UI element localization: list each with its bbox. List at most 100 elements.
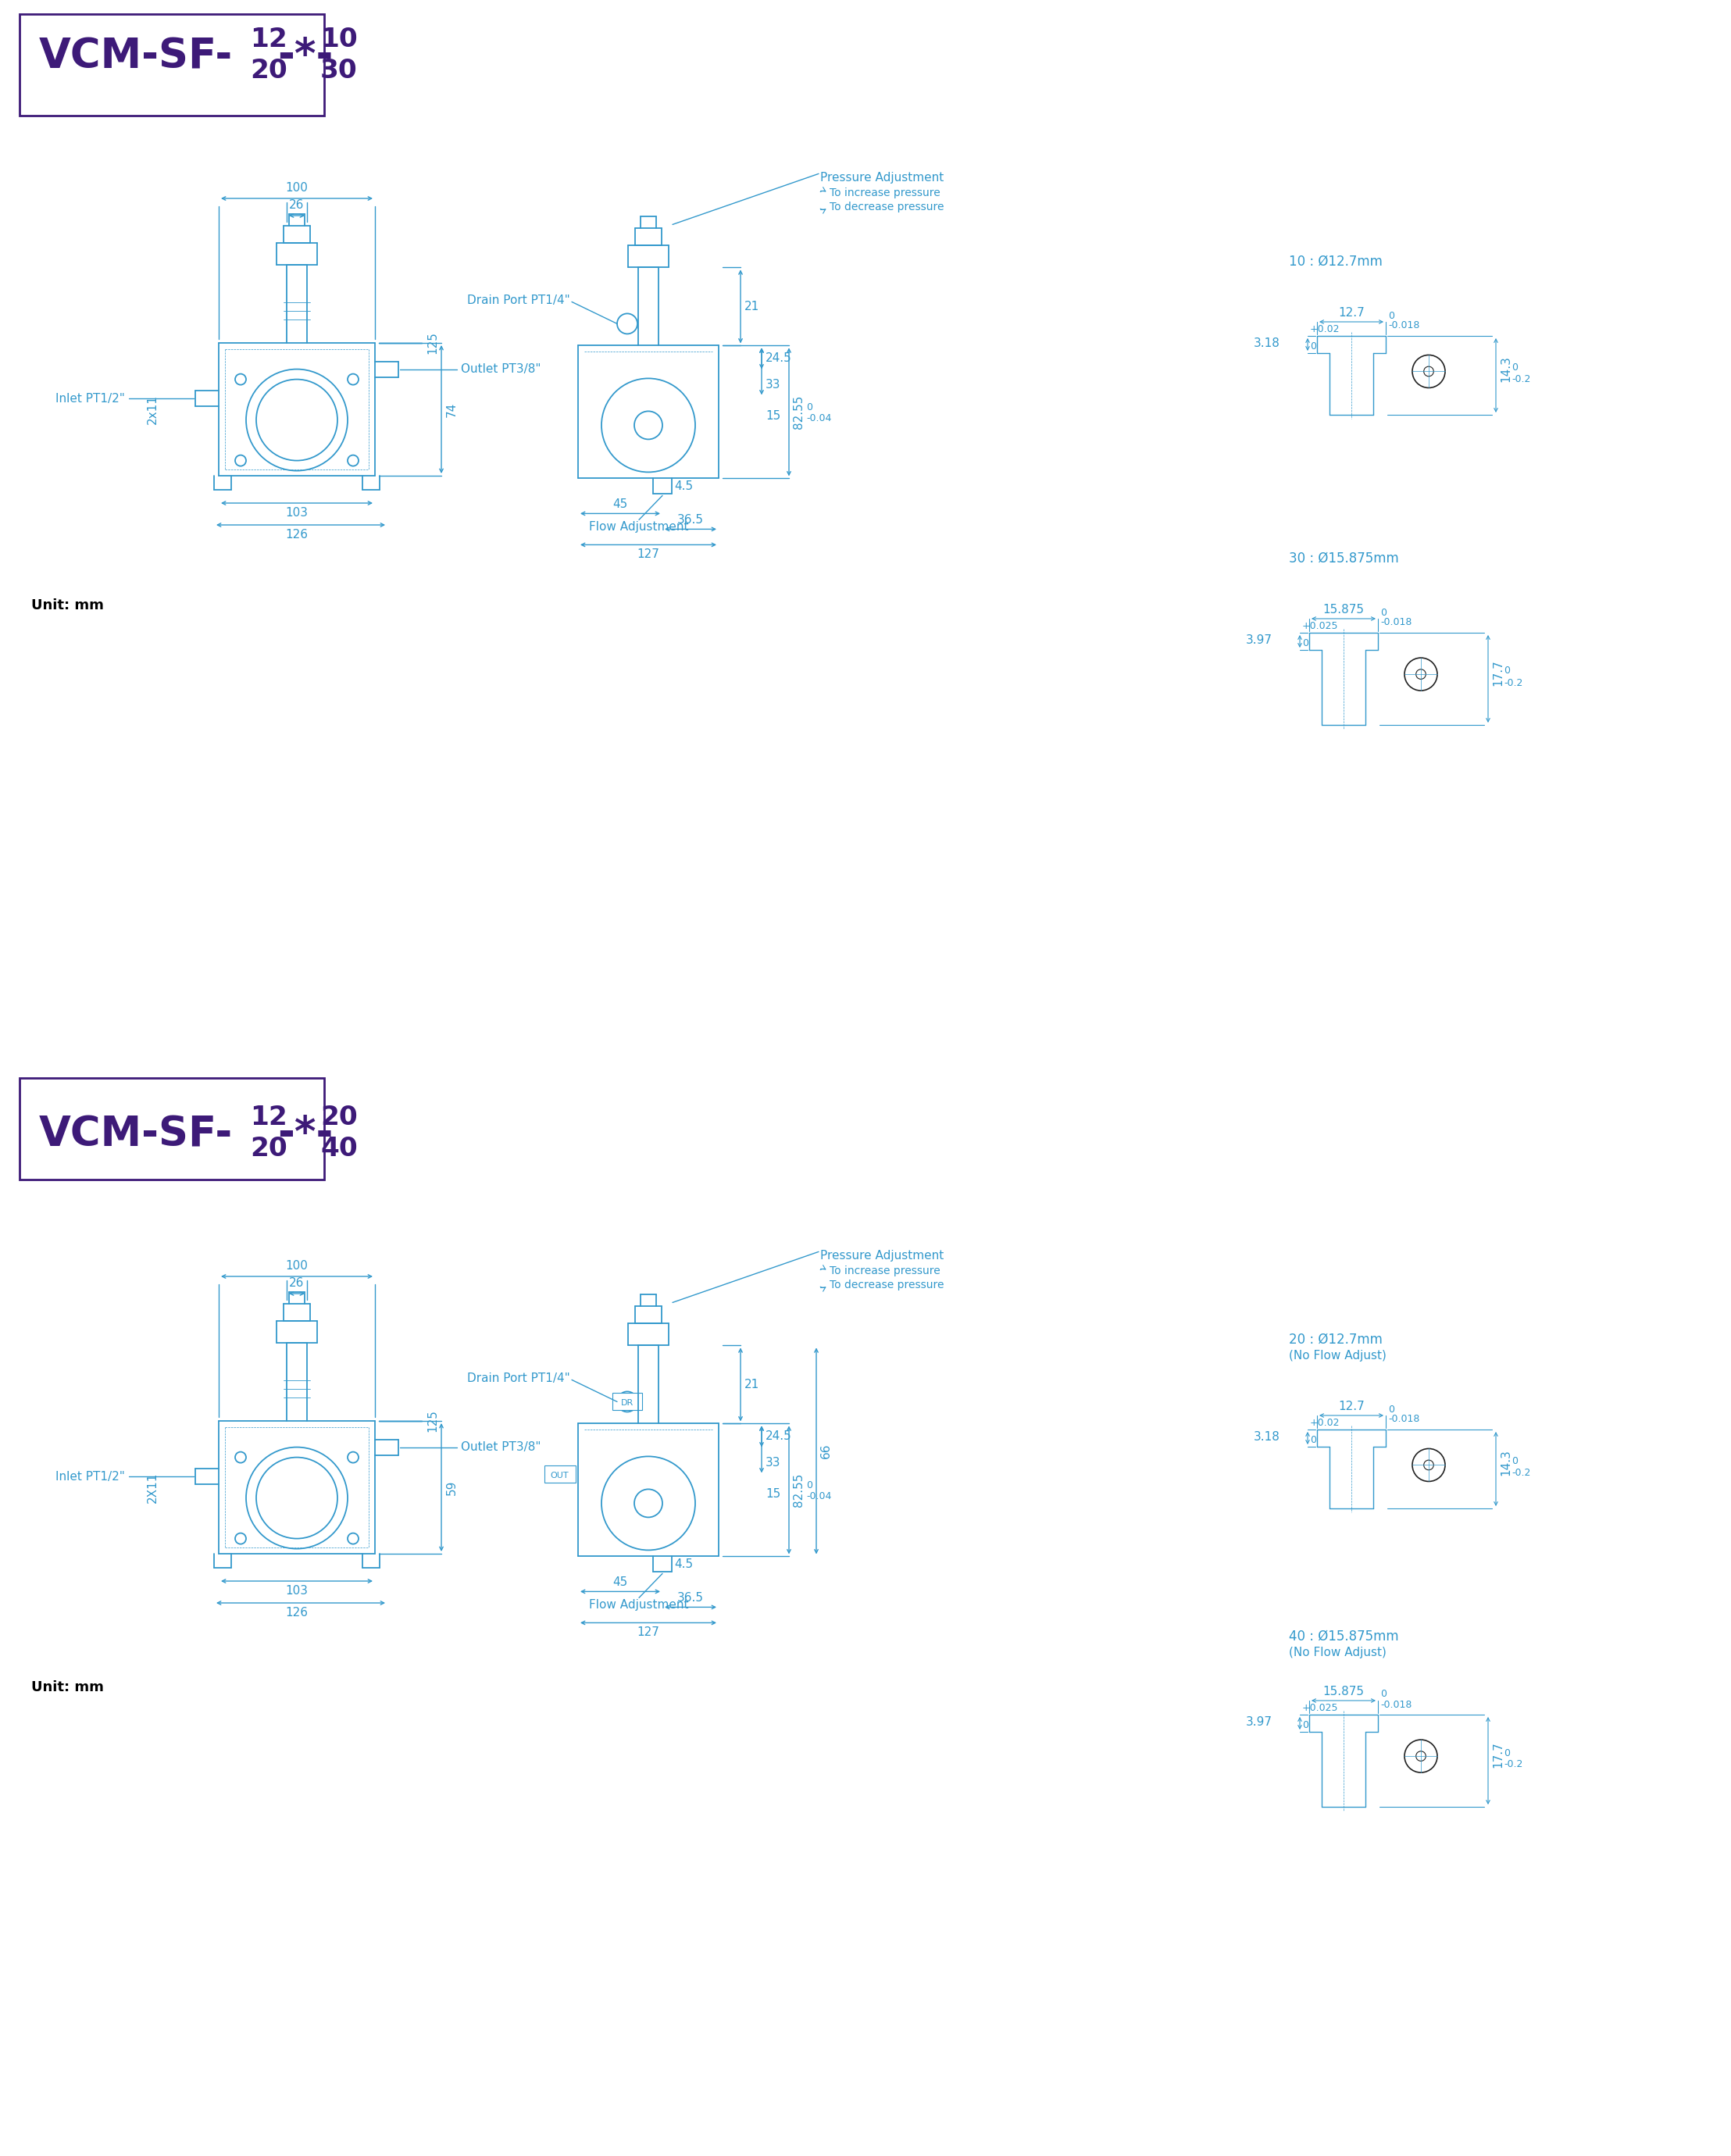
Text: 15: 15 xyxy=(765,410,781,423)
Text: To decrease pressure: To decrease pressure xyxy=(829,203,943,213)
Text: Drain Port PT1/4": Drain Port PT1/4" xyxy=(467,1373,569,1384)
Text: 26: 26 xyxy=(289,1276,305,1289)
Text: 36.5: 36.5 xyxy=(677,515,705,526)
Text: 15.875: 15.875 xyxy=(1322,1686,1364,1697)
Text: 33: 33 xyxy=(765,379,781,390)
Text: -0.04: -0.04 xyxy=(807,414,831,423)
Text: To decrease pressure: To decrease pressure xyxy=(829,1281,943,1291)
Text: 10 : Ø12.7mm: 10 : Ø12.7mm xyxy=(1290,254,1383,270)
Text: -0.018: -0.018 xyxy=(1388,321,1419,330)
Text: 14.3: 14.3 xyxy=(1499,1449,1511,1477)
FancyBboxPatch shape xyxy=(19,1078,324,1179)
Text: 17.7: 17.7 xyxy=(1492,1742,1504,1768)
Text: 0: 0 xyxy=(1302,1720,1309,1729)
Text: 30: 30 xyxy=(320,58,358,84)
Text: 0: 0 xyxy=(1302,638,1309,649)
Text: 0: 0 xyxy=(1504,666,1509,677)
Text: 3.18: 3.18 xyxy=(1253,1432,1281,1442)
Text: 82.55: 82.55 xyxy=(793,395,805,429)
Text: 21: 21 xyxy=(744,1378,760,1391)
Text: 12.7: 12.7 xyxy=(1338,306,1364,319)
Text: To increase pressure: To increase pressure xyxy=(829,188,940,198)
Text: To increase pressure: To increase pressure xyxy=(829,1266,940,1276)
Text: 40 : Ø15.875mm: 40 : Ø15.875mm xyxy=(1290,1630,1399,1643)
Text: 20: 20 xyxy=(249,1136,287,1162)
Text: 15: 15 xyxy=(765,1488,781,1501)
Text: 103: 103 xyxy=(286,1585,308,1598)
Text: Outlet PT3/8": Outlet PT3/8" xyxy=(460,1442,540,1453)
Text: 20: 20 xyxy=(249,58,287,84)
Text: DR: DR xyxy=(621,1399,634,1408)
Text: -*-: -*- xyxy=(277,1115,332,1156)
Text: 0: 0 xyxy=(1511,362,1518,373)
Text: -0.018: -0.018 xyxy=(1388,1414,1419,1425)
Text: 17.7: 17.7 xyxy=(1492,660,1504,686)
Text: 45: 45 xyxy=(613,498,628,511)
Text: -0.04: -0.04 xyxy=(807,1492,831,1501)
Text: 0: 0 xyxy=(1511,1455,1518,1466)
Text: (No Flow Adjust): (No Flow Adjust) xyxy=(1290,1647,1387,1658)
Text: 36.5: 36.5 xyxy=(677,1593,705,1604)
Text: -0.2: -0.2 xyxy=(1511,375,1530,384)
Text: 100: 100 xyxy=(286,181,308,194)
Text: 74: 74 xyxy=(447,401,457,416)
Text: 0: 0 xyxy=(1388,310,1395,321)
Text: 14.3: 14.3 xyxy=(1499,356,1511,382)
Text: 125: 125 xyxy=(426,332,438,354)
Text: 0: 0 xyxy=(1380,1690,1387,1699)
Text: +0.025: +0.025 xyxy=(1302,621,1338,632)
Text: 0: 0 xyxy=(807,403,812,412)
Text: Outlet PT3/8": Outlet PT3/8" xyxy=(460,364,540,375)
Text: Unit: mm: Unit: mm xyxy=(31,599,104,612)
Text: 59: 59 xyxy=(447,1479,457,1494)
Text: 21: 21 xyxy=(744,300,760,313)
Text: Unit: mm: Unit: mm xyxy=(31,1680,104,1695)
Text: +0.02: +0.02 xyxy=(1310,323,1340,334)
Text: 12.7: 12.7 xyxy=(1338,1401,1364,1412)
Text: -0.2: -0.2 xyxy=(1511,1468,1530,1479)
Text: 4.5: 4.5 xyxy=(673,1559,692,1570)
Text: 66: 66 xyxy=(820,1442,833,1460)
Text: 0: 0 xyxy=(1504,1749,1509,1757)
Text: -*-: -*- xyxy=(277,37,332,78)
Text: 82.55: 82.55 xyxy=(793,1473,805,1507)
Text: OUT: OUT xyxy=(550,1473,568,1479)
Text: +0.025: +0.025 xyxy=(1302,1703,1338,1714)
Text: 40: 40 xyxy=(320,1136,358,1162)
Text: Inlet PT1/2": Inlet PT1/2" xyxy=(55,392,125,405)
Text: +0.02: +0.02 xyxy=(1310,1419,1340,1427)
Text: 0: 0 xyxy=(807,1481,812,1490)
Text: 3.97: 3.97 xyxy=(1246,634,1272,647)
Text: 125: 125 xyxy=(426,1410,438,1432)
Text: VCM-SF-: VCM-SF- xyxy=(40,37,234,78)
Text: Drain Port PT1/4": Drain Port PT1/4" xyxy=(467,295,569,306)
Text: VCM-SF-: VCM-SF- xyxy=(40,1115,234,1156)
Text: 3.18: 3.18 xyxy=(1253,338,1281,349)
Text: 100: 100 xyxy=(286,1259,308,1272)
Text: -0.018: -0.018 xyxy=(1380,1699,1412,1710)
Text: 2X11: 2X11 xyxy=(147,1473,158,1503)
FancyBboxPatch shape xyxy=(545,1466,576,1483)
Text: 0: 0 xyxy=(1388,1404,1395,1414)
Text: 103: 103 xyxy=(286,507,308,520)
Text: Pressure Adjustment: Pressure Adjustment xyxy=(820,172,943,183)
Text: 30 : Ø15.875mm: 30 : Ø15.875mm xyxy=(1290,552,1399,565)
Text: 2x11: 2x11 xyxy=(147,395,158,425)
Text: 15.875: 15.875 xyxy=(1322,604,1364,617)
Text: (No Flow Adjust): (No Flow Adjust) xyxy=(1290,1350,1387,1363)
Text: Flow Adjustment: Flow Adjustment xyxy=(589,1600,689,1611)
FancyBboxPatch shape xyxy=(613,1393,642,1410)
Text: 126: 126 xyxy=(286,528,308,541)
Text: Flow Adjustment: Flow Adjustment xyxy=(589,522,689,533)
Text: 127: 127 xyxy=(637,1626,660,1639)
Text: 12: 12 xyxy=(249,1104,287,1130)
Text: Inlet PT1/2": Inlet PT1/2" xyxy=(55,1470,125,1483)
Text: 20 : Ø12.7mm: 20 : Ø12.7mm xyxy=(1290,1332,1383,1348)
Text: 24.5: 24.5 xyxy=(765,1432,791,1442)
Text: 0: 0 xyxy=(1310,1434,1316,1445)
Text: -0.2: -0.2 xyxy=(1504,1759,1523,1770)
Text: -0.018: -0.018 xyxy=(1380,617,1412,627)
Text: -0.2: -0.2 xyxy=(1504,677,1523,688)
Text: 0: 0 xyxy=(1380,608,1387,617)
Text: 20: 20 xyxy=(320,1104,358,1130)
